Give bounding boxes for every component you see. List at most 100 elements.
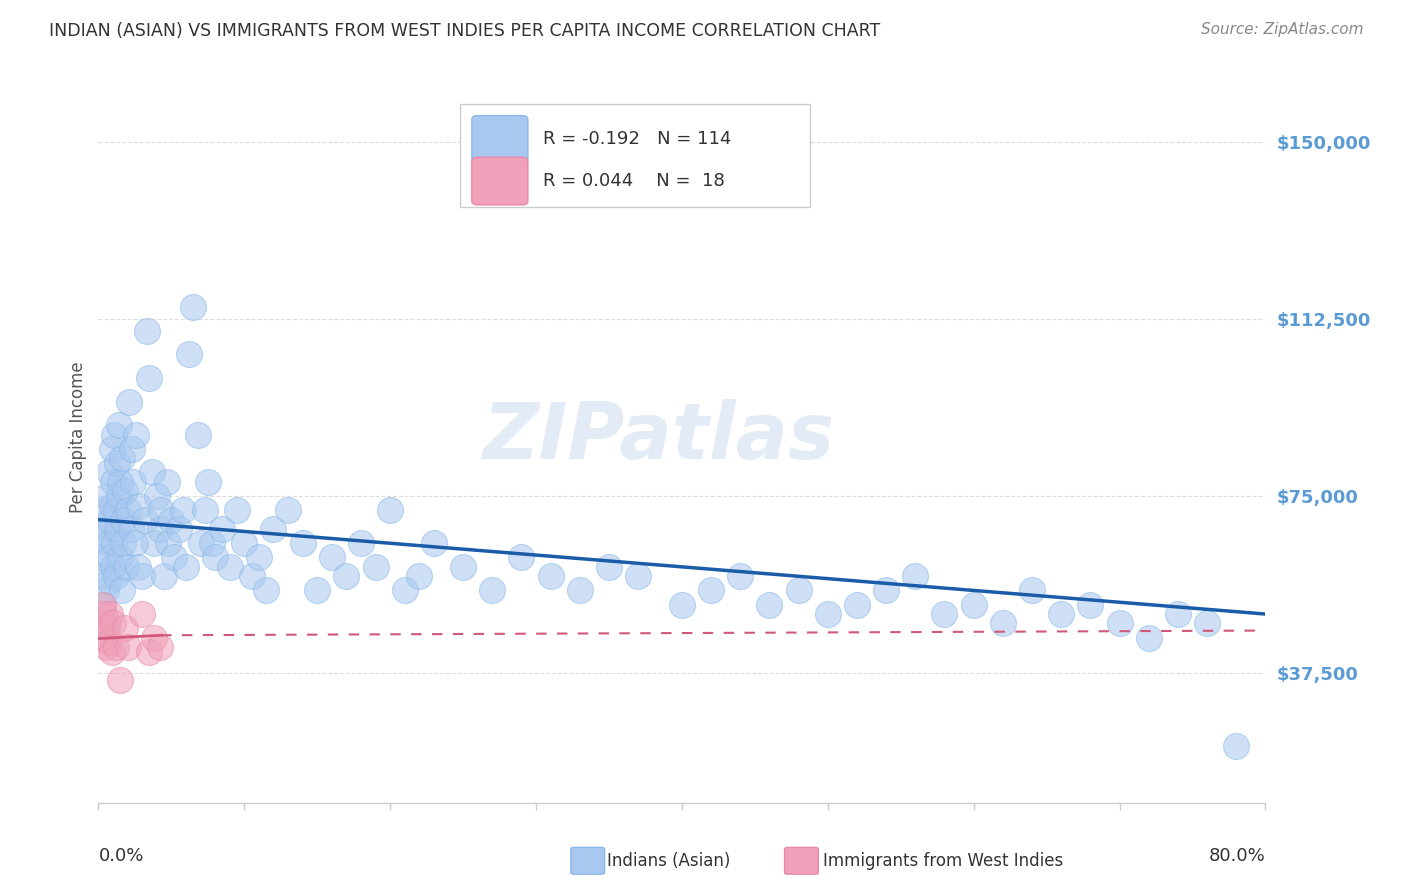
Point: [194, 503, 217, 517]
Text: ZIPatlas: ZIPatlas: [482, 399, 835, 475]
Point: [93, 569, 115, 583]
Point: [101, 616, 124, 631]
Point: [138, 645, 160, 659]
Point: [540, 569, 562, 583]
Point: [103, 427, 125, 442]
Point: [160, 513, 183, 527]
Point: [153, 569, 176, 583]
Text: Source: ZipAtlas.com: Source: ZipAtlas.com: [1201, 22, 1364, 37]
Point: [335, 569, 357, 583]
Point: [1137, 631, 1160, 645]
Point: [114, 621, 136, 635]
Point: [96, 621, 118, 635]
Point: [146, 489, 169, 503]
Point: [121, 442, 143, 456]
Point: [150, 503, 173, 517]
Point: [350, 536, 373, 550]
Point: [233, 536, 256, 550]
Point: [380, 503, 402, 517]
Point: [94, 583, 117, 598]
Point: [91, 598, 114, 612]
Point: [394, 583, 416, 598]
Point: [118, 394, 141, 409]
Point: [142, 631, 165, 645]
Point: [96, 489, 118, 503]
Point: [105, 522, 128, 536]
Point: [117, 503, 139, 517]
Point: [177, 347, 200, 361]
Point: [730, 569, 752, 583]
Point: [758, 598, 780, 612]
Point: [134, 513, 156, 527]
Point: [1108, 616, 1130, 631]
Point: [105, 456, 128, 470]
Point: [181, 301, 204, 315]
Point: [135, 324, 157, 338]
Point: [174, 559, 197, 574]
Point: [122, 475, 145, 489]
Point: [98, 607, 121, 621]
FancyBboxPatch shape: [472, 157, 527, 205]
Point: [904, 569, 927, 583]
Point: [451, 559, 474, 574]
Point: [240, 569, 263, 583]
Point: [700, 583, 723, 598]
Point: [991, 616, 1014, 631]
Text: Indians (Asian): Indians (Asian): [607, 852, 731, 870]
Point: [108, 489, 131, 503]
Point: [100, 499, 122, 513]
Point: [125, 427, 148, 442]
Point: [671, 598, 693, 612]
Point: [1225, 739, 1247, 754]
Point: [226, 503, 249, 517]
Point: [110, 673, 132, 687]
Point: [598, 559, 620, 574]
Point: [96, 616, 118, 631]
Point: [128, 499, 150, 513]
Point: [481, 583, 503, 598]
Point: [97, 635, 120, 649]
Point: [149, 522, 172, 536]
Point: [127, 559, 149, 574]
Text: R = -0.192   N = 114: R = -0.192 N = 114: [543, 130, 731, 148]
Point: [187, 427, 209, 442]
Point: [218, 559, 240, 574]
Point: [1195, 616, 1218, 631]
Point: [934, 607, 956, 621]
Point: [111, 583, 134, 598]
Point: [124, 536, 146, 550]
Text: 0.0%: 0.0%: [98, 847, 143, 864]
Point: [91, 616, 114, 631]
Point: [1167, 607, 1189, 621]
Point: [104, 569, 127, 583]
Point: [211, 522, 233, 536]
Point: [197, 475, 219, 489]
Point: [167, 522, 190, 536]
Point: [291, 536, 314, 550]
Point: [108, 418, 131, 433]
Point: [131, 607, 153, 621]
Point: [120, 522, 142, 536]
Point: [112, 513, 135, 527]
Point: [94, 522, 117, 536]
Point: [568, 583, 591, 598]
Point: [364, 559, 387, 574]
Point: [101, 559, 124, 574]
Point: [98, 550, 121, 565]
Point: [91, 526, 114, 541]
Point: [156, 475, 179, 489]
Point: [138, 371, 160, 385]
Point: [1080, 598, 1102, 612]
Point: [97, 536, 120, 550]
Point: [131, 569, 153, 583]
Point: [111, 451, 134, 466]
Point: [103, 536, 125, 550]
Point: [141, 466, 163, 480]
Point: [101, 475, 124, 489]
Point: [142, 536, 165, 550]
Point: [846, 598, 869, 612]
Point: [163, 550, 186, 565]
Point: [1050, 607, 1073, 621]
Point: [97, 466, 120, 480]
Point: [97, 574, 120, 588]
